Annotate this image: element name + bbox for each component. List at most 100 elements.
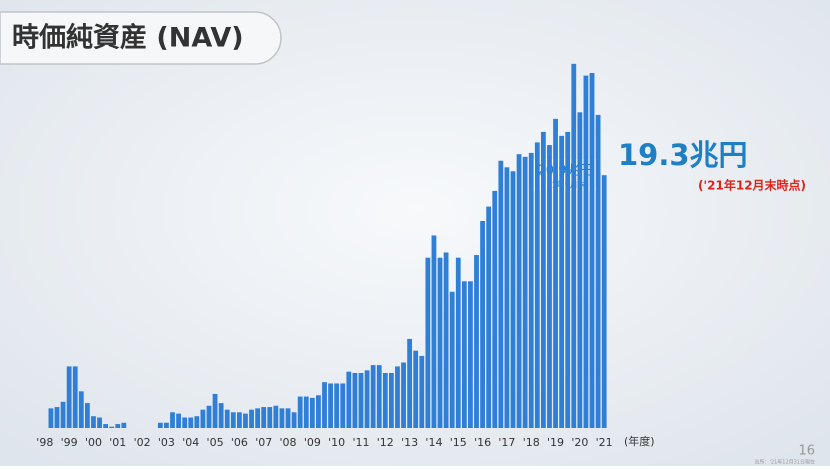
x-tick-label: '04 xyxy=(182,436,199,449)
x-tick-label: '02 xyxy=(134,436,151,449)
bar xyxy=(407,338,413,428)
bar xyxy=(322,382,327,428)
bar xyxy=(425,257,431,428)
bar xyxy=(443,252,449,428)
bar xyxy=(553,118,558,428)
bar xyxy=(413,350,419,428)
bar xyxy=(559,135,565,428)
bar xyxy=(382,372,388,428)
x-tick-label: '17 xyxy=(498,436,515,449)
bar xyxy=(352,372,358,428)
bar xyxy=(449,291,455,428)
bar xyxy=(230,412,236,428)
bar xyxy=(431,235,437,428)
bar xyxy=(571,63,577,428)
x-tick-label: '14 xyxy=(425,436,442,449)
bar xyxy=(291,412,297,428)
bar xyxy=(395,366,400,428)
bar xyxy=(84,403,90,428)
bar xyxy=(273,405,279,428)
bar xyxy=(577,112,583,428)
x-tick-label: '00 xyxy=(85,436,102,449)
bar xyxy=(78,391,84,428)
bar xyxy=(474,255,479,428)
bar xyxy=(188,417,194,428)
bar xyxy=(170,412,175,428)
x-tick-label: '18 xyxy=(523,436,540,449)
bar xyxy=(261,407,267,428)
bar xyxy=(419,355,425,428)
x-tick-label: '20 xyxy=(571,436,588,449)
bar xyxy=(48,408,54,428)
x-tick-label: '98 xyxy=(36,436,53,449)
bar xyxy=(486,206,492,428)
bar xyxy=(236,412,242,428)
bar xyxy=(547,145,552,429)
bar xyxy=(455,257,461,428)
bar xyxy=(72,366,78,428)
bar xyxy=(376,365,382,428)
bar xyxy=(388,372,394,428)
bar xyxy=(516,154,522,428)
bar xyxy=(583,75,589,429)
bar xyxy=(255,408,261,428)
bar xyxy=(200,409,206,428)
bar xyxy=(461,281,467,428)
bar xyxy=(97,417,102,428)
bar xyxy=(103,424,109,428)
annotation-main-date: ('21年12月末時点) xyxy=(698,178,806,193)
bar xyxy=(340,383,346,428)
x-tick-label: '05 xyxy=(207,436,224,449)
x-tick-label: '01 xyxy=(109,436,126,449)
bar xyxy=(358,372,364,428)
bar xyxy=(224,409,230,428)
x-tick-label: '16 xyxy=(474,436,491,449)
bar xyxy=(522,156,528,428)
bar xyxy=(370,365,376,428)
bar xyxy=(176,413,181,428)
bar xyxy=(316,395,321,428)
annotation-main: 19.3兆円 xyxy=(618,138,748,172)
bar xyxy=(243,413,248,428)
bar xyxy=(194,416,200,428)
bar xyxy=(285,408,291,428)
bar xyxy=(364,370,370,428)
x-tick-label: '06 xyxy=(231,436,248,449)
x-tick-label: '07 xyxy=(255,436,272,449)
bar xyxy=(206,405,212,428)
annotation-peak-date: ('21年9月末) xyxy=(541,180,589,190)
bar xyxy=(510,171,516,429)
title-pill xyxy=(0,11,282,65)
x-tick-label: '19 xyxy=(547,436,564,449)
x-tick-label: '13 xyxy=(401,436,418,449)
chart-title: 時価純資産 (NAV) xyxy=(12,22,244,54)
x-tick-label: '21 xyxy=(596,436,613,449)
bar xyxy=(218,403,224,428)
bar xyxy=(468,281,473,428)
bar xyxy=(297,396,303,428)
x-tick-label: '10 xyxy=(328,436,345,449)
x-tick-label: '09 xyxy=(304,436,321,449)
x-tick-label: '99 xyxy=(61,436,78,449)
bar xyxy=(401,362,406,428)
bar xyxy=(91,416,96,428)
bar xyxy=(212,393,218,428)
bar xyxy=(480,221,485,428)
bar xyxy=(540,131,546,428)
bar xyxy=(492,190,498,428)
source: 出所：'21年12月31日現在 xyxy=(755,459,815,466)
bar xyxy=(346,371,352,428)
bar xyxy=(60,401,66,428)
bar xyxy=(589,72,595,429)
x-unit: (年度) xyxy=(624,434,655,448)
bar xyxy=(534,142,540,429)
bar xyxy=(54,407,60,428)
x-tick-label: '03 xyxy=(158,436,175,449)
bar xyxy=(309,397,315,428)
bar xyxy=(328,383,333,428)
bar xyxy=(528,152,534,428)
bar xyxy=(121,422,127,428)
bar xyxy=(182,417,188,428)
bar xyxy=(115,424,121,428)
